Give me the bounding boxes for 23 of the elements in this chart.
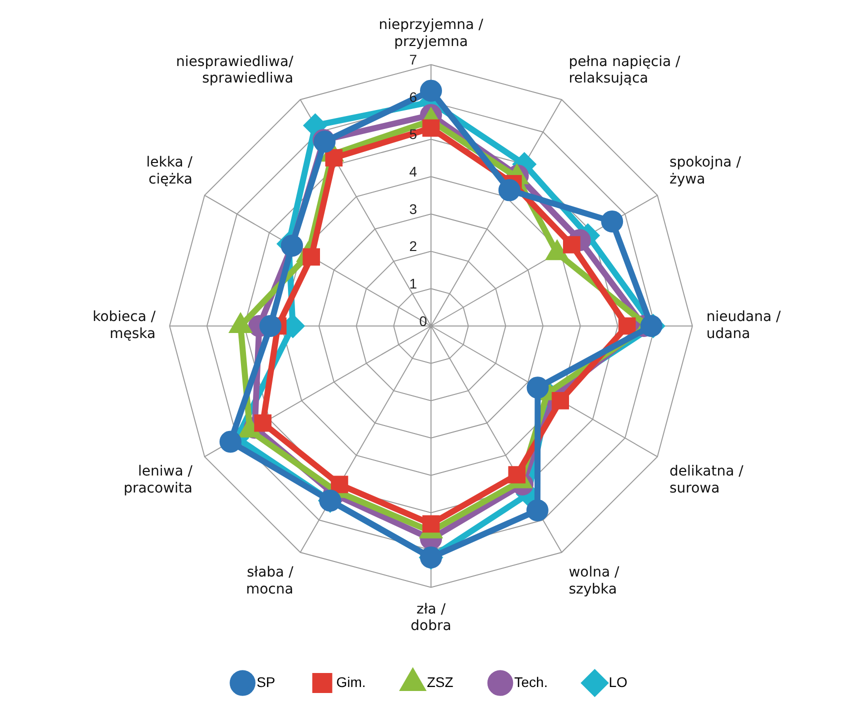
spoke-label: delikatna / surowa	[670, 464, 744, 497]
legend-label: ZSZ	[426, 674, 454, 690]
y-tick-label: 0	[419, 312, 428, 329]
spoke-label: lekka / ciężka	[146, 154, 193, 188]
legend-label: Gim.	[336, 674, 366, 690]
spoke-label: leniwa / pracowita	[124, 464, 193, 497]
spoke-label: nieprzyjemna / przyjemna	[378, 17, 484, 50]
spoke-label: zła / dobra	[410, 601, 452, 634]
spoke-label: wolna / szybka	[568, 564, 620, 598]
y-tick-label: 3	[409, 200, 418, 217]
spoke-label: nieudana / udana	[706, 309, 782, 342]
y-tick-label: 4	[409, 163, 418, 180]
legend-label: Tech.	[514, 674, 548, 690]
spoke-label: kobieca / męska	[92, 309, 156, 342]
legend-label: SP	[256, 674, 276, 690]
y-tick-label: 2	[409, 238, 418, 254]
spoke-label: pełna napięcia / relaksująca	[568, 54, 681, 87]
y-tick-label: 1	[409, 276, 418, 292]
spoke-label: niesprawiedliwa/ sprawiedliwa	[176, 54, 294, 87]
legend-label: LO	[608, 674, 628, 690]
spoke-label: spokojna / żywa	[670, 154, 742, 188]
y-tick-label: 7	[409, 51, 418, 68]
spoke-label: słaba / mocna	[246, 564, 294, 598]
